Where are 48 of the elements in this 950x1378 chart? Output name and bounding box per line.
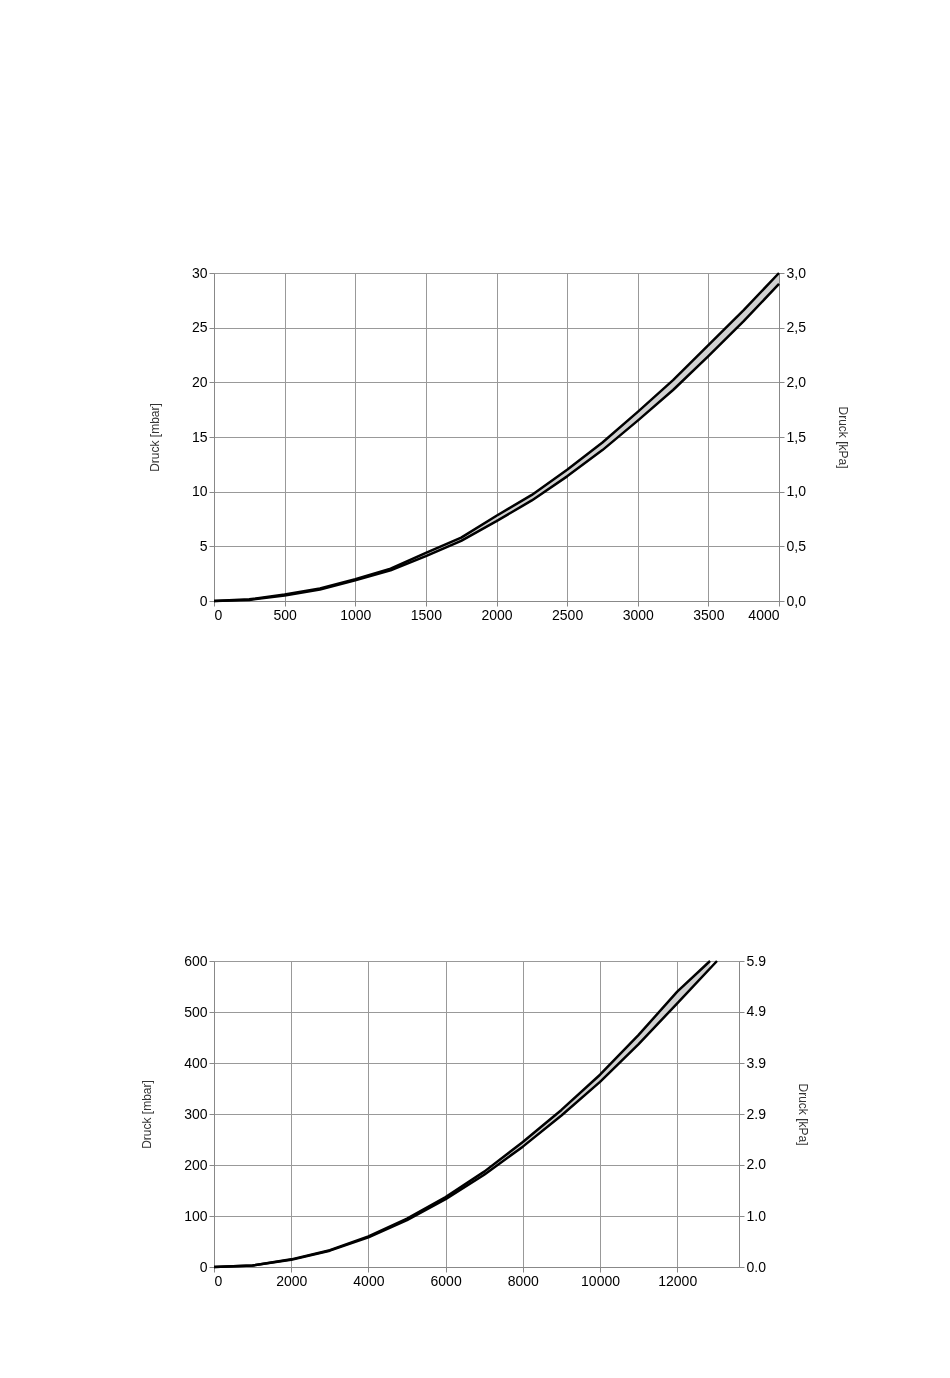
y-tick-label: 30 (191, 264, 208, 281)
y-tick-label: 25 (191, 319, 208, 336)
x-tick-label: 0 (214, 1272, 223, 1289)
x-tick-label: 3000 (622, 606, 655, 623)
x-tick-label: 12000 (658, 1272, 698, 1289)
y2-tick-label: 0,0 (786, 592, 807, 609)
y2-tick-label: 1,5 (786, 428, 807, 445)
x-tick-label: 2000 (481, 606, 513, 623)
y2-tick-label: 2.9 (746, 1105, 767, 1122)
y2-tick-label: 0.0 (746, 1258, 767, 1275)
x-tick-label: 1500 (410, 606, 443, 623)
y-tick-label: 500 (184, 1003, 208, 1020)
y2-tick-label: 2.0 (746, 1156, 767, 1173)
x-tick-label: 1000 (340, 606, 372, 623)
x-tick-label: 3500 (693, 606, 725, 623)
x-tick-label: 2500 (552, 606, 584, 623)
y-tick-label: 15 (191, 428, 208, 445)
y-tick-label: 20 (191, 373, 208, 390)
y-tick-label: 400 (184, 1054, 208, 1071)
y-tick-label: 10 (191, 483, 208, 500)
x-tick-label: 8000 (507, 1272, 540, 1289)
y2-tick-label: 0,5 (786, 537, 807, 554)
y-tick-label: 0 (199, 1258, 208, 1275)
y-tick-label: 0 (199, 592, 208, 609)
y-tick-label: 600 (184, 952, 208, 969)
x-tick-label: 500 (273, 606, 298, 623)
y-tick-label: 200 (184, 1156, 208, 1173)
y2-tick-label: 5.9 (746, 952, 767, 969)
y-tick-label: 100 (184, 1207, 208, 1224)
y2-axis-title: Druck [kPa] (835, 406, 850, 469)
y-tick-label: 300 (184, 1105, 208, 1122)
x-tick-label: 6000 (430, 1272, 462, 1289)
x-tick-label: 0 (214, 606, 223, 623)
x-tick-label: 4000 (353, 1272, 385, 1289)
y2-tick-label: 4.9 (746, 1003, 767, 1020)
y2-tick-label: 3.9 (746, 1054, 767, 1071)
y2-tick-label: 1.0 (746, 1207, 767, 1224)
y2-tick-label: 2,0 (786, 373, 807, 390)
y2-tick-label: 2,5 (786, 319, 807, 336)
y-axis-title: Druck [mbar] (140, 1080, 155, 1149)
x-tick-label: 10000 (581, 1272, 621, 1289)
x-tick-label: 2000 (276, 1272, 308, 1289)
x-tick-label: 4000 (748, 606, 780, 623)
y2-tick-label: 3,0 (786, 264, 807, 281)
y2-axis-title: Druck [kPa] (795, 1083, 810, 1146)
y2-tick-label: 1,0 (786, 483, 807, 500)
y-tick-label: 5 (199, 537, 208, 554)
y-axis-title: Druck [mbar] (147, 403, 162, 472)
